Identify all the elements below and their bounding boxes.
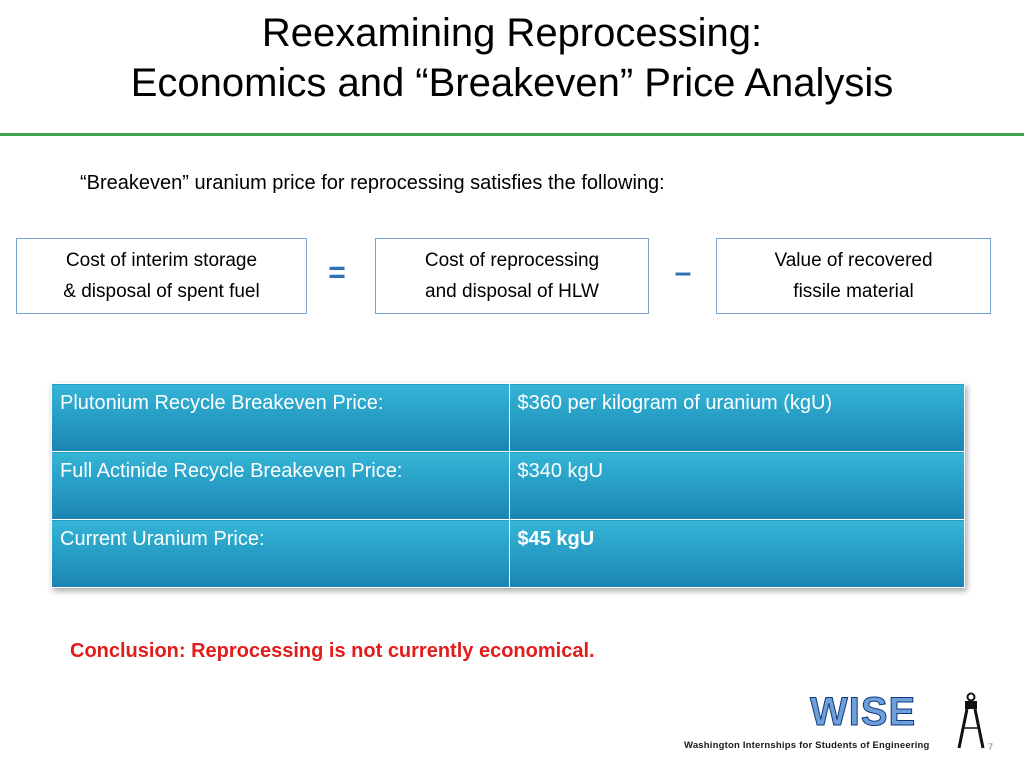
conclusion-text: Conclusion: Reprocessing is not currentl… [70,640,595,662]
reprocessing-cost-line-2: and disposal of HLW [425,281,599,302]
page-number: 7 [988,742,994,752]
recovered-value-line-2: fissile material [793,281,914,302]
row-value: $340 kgU [508,451,965,520]
wise-logo: WISE Washington Internships for Students… [684,690,1004,760]
storage-cost-box: Cost of interim storage & disposal of sp… [16,238,307,314]
reprocessing-cost-box: Cost of reprocessing and disposal of HLW [375,238,649,314]
title-divider [0,133,1024,136]
row-value: $360 per kilogram of uranium (kgU) [508,383,965,452]
table-row: Full Actinide Recycle Breakeven Price: $… [51,451,965,520]
storage-cost-line-2: & disposal of spent fuel [63,281,260,302]
recovered-value-box: Value of recovered fissile material [716,238,991,314]
title-line-1: Reexamining Reprocessing: [261,11,763,55]
row-label: Plutonium Recycle Breakeven Price: [51,383,510,452]
recovered-value-line-1: Value of recovered [774,250,933,271]
table-row: Plutonium Recycle Breakeven Price: $360 … [51,383,965,452]
minus-sign: – [674,256,692,289]
intro-text: “Breakeven” uranium price for reprocessi… [80,172,665,194]
row-label: Current Uranium Price: [51,519,510,588]
reprocessing-cost-line-1: Cost of reprocessing [424,250,600,271]
compass-icon [957,692,985,749]
row-label: Full Actinide Recycle Breakeven Price: [51,451,510,520]
breakeven-price-table: Plutonium Recycle Breakeven Price: $360 … [51,383,965,588]
slide-title: Reexamining Reprocessing: Economics and … [0,8,1024,108]
row-value: $45 kgU [508,519,965,588]
table-row: Current Uranium Price: $45 kgU [51,519,965,588]
logo-wordmark: WISE [809,690,917,735]
storage-cost-line-1: Cost of interim storage [65,250,258,271]
logo-tagline: Washington Internships for Students of E… [684,740,930,751]
title-line-2: Economics and “Breakeven” Price Analysis [130,61,894,105]
equals-sign: = [328,256,346,289]
